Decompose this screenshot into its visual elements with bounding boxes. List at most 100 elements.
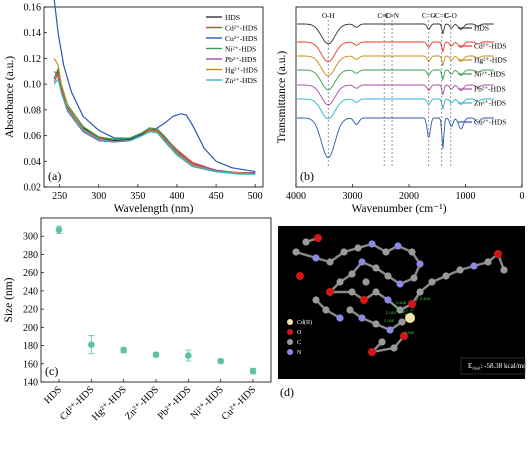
x-tick-label: Pb²⁺-HDS	[156, 384, 194, 422]
legend-label: Zn²⁺-HDS	[225, 76, 257, 85]
y-tick-label: 0.02	[24, 183, 42, 194]
x-tick-label: 0	[520, 191, 525, 202]
y-tick-label: 0.04	[24, 157, 42, 168]
series-line	[297, 98, 494, 120]
atom	[408, 300, 416, 308]
series-line	[53, 70, 256, 174]
legend-label: Cd²⁺-HDS	[225, 23, 257, 32]
annotation-label: C≡C	[377, 12, 391, 20]
x-axis-label: Wavenumber (cm⁻¹)	[351, 203, 446, 215]
atom	[358, 314, 366, 322]
atom	[396, 306, 404, 314]
x-tick-label: 1000	[456, 191, 476, 202]
legend-label: Ni²⁺-HDS	[474, 70, 505, 79]
bond-distance-label: 2.508	[396, 300, 407, 305]
x-tick-label: 2000	[399, 191, 419, 202]
legend-label: Cu²⁺-HDS	[474, 118, 506, 127]
atom	[470, 262, 478, 270]
atom	[398, 318, 406, 326]
atom	[410, 274, 418, 282]
legend-atom-label: Cd(II)	[297, 319, 312, 326]
legend-label: Pb²⁺-HDS	[474, 85, 506, 94]
energy-label: Efinal: -58.38 kcal/mol	[468, 362, 529, 371]
legend-atom-swatch	[287, 319, 293, 325]
data-point	[120, 346, 127, 354]
atom	[348, 288, 356, 296]
atom	[408, 248, 416, 256]
bond-distance-label: 2.558	[404, 330, 415, 335]
atom	[368, 348, 376, 356]
energy-box	[460, 357, 526, 375]
legend-label: Cd²⁺-HDS	[474, 42, 506, 51]
atom	[384, 296, 392, 304]
x-tick-label: HDS	[42, 384, 64, 406]
bond-distance-label: 2.049	[384, 318, 395, 323]
data-point	[55, 226, 63, 234]
y-tick-label: 280	[23, 250, 38, 261]
plot-frame	[43, 6, 264, 188]
y-tick-label: 140	[23, 378, 38, 389]
y-axis-label: Size (nm)	[3, 277, 15, 322]
annotation-label: C≡N	[385, 12, 399, 20]
series-line	[297, 69, 494, 91]
legend-atom-label: C	[297, 340, 301, 346]
atom	[416, 288, 424, 296]
data-point	[152, 351, 160, 358]
atom	[372, 288, 380, 296]
atom	[326, 258, 334, 266]
x-tick-label: 250	[52, 191, 67, 202]
data-point	[88, 341, 95, 348]
legend-label: Zn²⁺-HDS	[474, 99, 506, 108]
panel-label-c: (c)	[45, 364, 58, 378]
legend-label: HDS	[225, 13, 240, 22]
legend-atom-label: N	[297, 350, 302, 356]
y-tick-label: 0.12	[24, 54, 42, 65]
annotation-label: C-O	[445, 12, 457, 20]
series-line	[297, 23, 494, 45]
atom	[358, 258, 366, 266]
atom	[372, 264, 380, 272]
y-tick-label: 200	[23, 323, 38, 334]
panel-label-a: (a)	[48, 169, 61, 183]
series-line	[297, 41, 494, 63]
y-tick-label: 260	[23, 268, 38, 279]
legend-label: HDS	[474, 24, 489, 33]
x-tick-label: 450	[209, 191, 224, 202]
annotation-label: -C=C-	[433, 12, 452, 20]
atom	[400, 332, 408, 340]
atom	[312, 296, 320, 304]
atom	[362, 278, 370, 286]
atom-legend: Cd(II) OCN	[287, 319, 312, 356]
y-tick-label: 0.16	[24, 3, 42, 14]
legend-label: Hg²⁺-HDS	[225, 65, 258, 74]
y-axis-label: Absorbance (a.u.)	[4, 56, 16, 138]
atom	[428, 278, 436, 286]
atom	[312, 254, 320, 262]
y-tick-label: 0.06	[24, 131, 42, 142]
atom	[378, 338, 386, 346]
atom	[354, 244, 362, 252]
atom	[302, 238, 310, 246]
series-line	[53, 72, 256, 174]
atom	[456, 266, 464, 274]
annotation-label: C=O	[422, 12, 436, 20]
series-line	[297, 55, 494, 77]
y-axis-label: Transmittance (a.u.)	[276, 51, 288, 144]
atom	[348, 270, 356, 278]
coordination-bond	[387, 299, 411, 319]
atom	[396, 280, 404, 288]
atom	[322, 306, 330, 314]
atom	[296, 272, 304, 280]
atom	[368, 240, 376, 248]
atom	[336, 278, 344, 286]
atom	[372, 320, 380, 328]
x-tick-label: Cu²⁺-HDS	[220, 384, 258, 422]
atom	[292, 248, 300, 256]
atom	[416, 260, 424, 268]
x-tick-label: Hg²⁺-HDS	[90, 384, 129, 423]
x-tick-label: 400	[169, 191, 184, 202]
atom	[314, 234, 322, 242]
legend-label: Cu²⁺-HDS	[225, 34, 257, 43]
